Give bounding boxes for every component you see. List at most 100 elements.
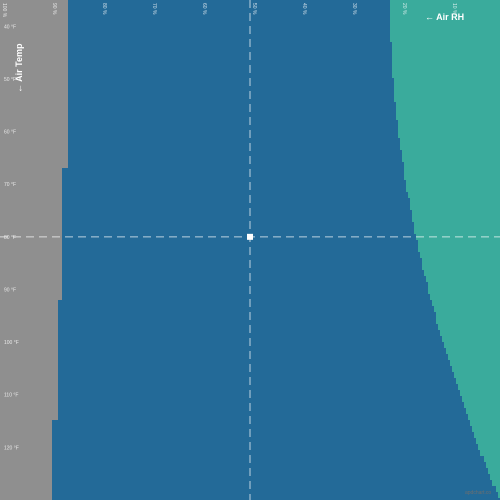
heatmap-cell: [440, 330, 500, 336]
heatmap-cell: [390, 24, 500, 30]
heatmap-cell: [68, 60, 392, 66]
heatmap-cell: [68, 66, 392, 72]
heatmap-cell: [58, 360, 450, 366]
heatmap-cell: [68, 72, 392, 78]
heatmap-cell: [404, 168, 500, 174]
heatmap-cell: [68, 156, 402, 162]
temp-axis-ticks: 40 °F 50 °F 60 °F 70 °F 80 °F 90 °F 100 °F 110 …: [4, 24, 19, 451]
heatmap-cell: [390, 18, 500, 24]
heatmap-cell: [62, 180, 406, 186]
heatmap-cell: [0, 120, 68, 126]
heatmap-cell: [0, 276, 62, 282]
heatmap-cell: [52, 468, 488, 474]
heatmap-cell: [0, 108, 68, 114]
heatmap-cell: [68, 126, 398, 132]
heatmap-cell: [0, 312, 58, 318]
heatmap-cell: [0, 228, 62, 234]
heatmap-cell: [58, 330, 440, 336]
heatmap-cell: [58, 306, 434, 312]
heatmap-cell: [398, 120, 500, 126]
heatmap-cell: [0, 360, 58, 366]
heatmap-cell: [0, 198, 62, 204]
heatmap-cell: [434, 306, 500, 312]
heatmap-cell: [414, 228, 500, 234]
temp-tick-label: 100 °F: [4, 340, 19, 346]
heatmap-cell: [422, 258, 500, 264]
heatmap-cell: [448, 354, 500, 360]
heatmap-cell: [392, 60, 500, 66]
heatmap-cell: [0, 282, 62, 288]
heatmap-cell: [0, 288, 62, 294]
heatmap-cell: [0, 294, 62, 300]
heatmap-cell: [398, 132, 500, 138]
heatmap-cell: [466, 408, 500, 414]
heatmap-cell: [0, 204, 62, 210]
heatmap-cell: [412, 210, 500, 216]
heatmap-cell: [456, 378, 500, 384]
heatmap-cell: [426, 276, 500, 282]
heatmap-cell: [62, 288, 428, 294]
heatmap-cell: [68, 54, 392, 60]
heatmap-cell: [0, 420, 52, 426]
heatmap-cell: [62, 168, 404, 174]
heatmap-cell: [480, 450, 500, 456]
heatmap-cell: [492, 480, 500, 486]
heatmap-cell: [68, 108, 396, 114]
heatmap-cell: [0, 102, 68, 108]
heatmap-cell: [0, 456, 52, 462]
rh-tick-label: 50 %: [251, 3, 257, 15]
heatmap-cell: [0, 66, 68, 72]
heatmap-cell: [422, 264, 500, 270]
heatmap-cell: [58, 402, 464, 408]
heatmap-cell: [392, 72, 500, 78]
heatmap-cell: [0, 408, 58, 414]
heatmap-cell: [62, 192, 408, 198]
heatmap-cell: [0, 156, 68, 162]
heatmap-cell: [464, 402, 500, 408]
heatmap-cell: [0, 318, 58, 324]
heatmap-cell: [52, 432, 474, 438]
heatmap-cell: [0, 330, 58, 336]
rh-tick-label: 30 %: [351, 3, 357, 15]
heatmap-cell: [398, 126, 500, 132]
heatmap-cell: [498, 492, 500, 498]
temp-tick-label: 80 °F: [4, 235, 16, 241]
heatmap-cell: [418, 240, 500, 246]
heatmap-cell: [0, 468, 52, 474]
heatmap-cell: [68, 138, 400, 144]
heatmap-cell: [0, 72, 68, 78]
rh-tick-label: 10 %: [451, 3, 457, 15]
heatmap-cell: [52, 498, 500, 500]
heatmap-cell: [396, 102, 500, 108]
heatmap-cell: [68, 132, 398, 138]
heatmap-cell: [486, 462, 500, 468]
heatmap-cell: [0, 144, 68, 150]
heatmap-cell: [424, 270, 500, 276]
heatmap-cell: [406, 186, 500, 192]
heatmap-cell: [62, 294, 430, 300]
heatmap-cell: [68, 12, 390, 18]
heatmap-cell: [58, 318, 436, 324]
heatmap-cell: [0, 492, 52, 498]
heatmap-cell: [68, 48, 392, 54]
temp-tick-label: 70 °F: [4, 182, 16, 188]
heatmap-cell: [484, 456, 500, 462]
rh-tick-label: 20 %: [401, 3, 407, 15]
heatmap-cell: [0, 414, 58, 420]
heatmap-cell: [52, 486, 496, 492]
heatmap-cell: [58, 378, 456, 384]
heatmap-cell: [394, 78, 500, 84]
heatmap-cell: [68, 120, 398, 126]
heatmap-cell: [390, 36, 500, 42]
heatmap-cell: [436, 312, 500, 318]
heatmap-cell: [0, 300, 58, 306]
heatmap-cell: [62, 282, 428, 288]
heatmap-cell: [0, 264, 62, 270]
heatmap-cell: [452, 366, 500, 372]
heatmap-cell: [0, 390, 58, 396]
heatmap-cell: [0, 60, 68, 66]
heatmap-cell: [396, 108, 500, 114]
heatmap-cell: [430, 294, 500, 300]
heatmap-cell: [390, 12, 500, 18]
